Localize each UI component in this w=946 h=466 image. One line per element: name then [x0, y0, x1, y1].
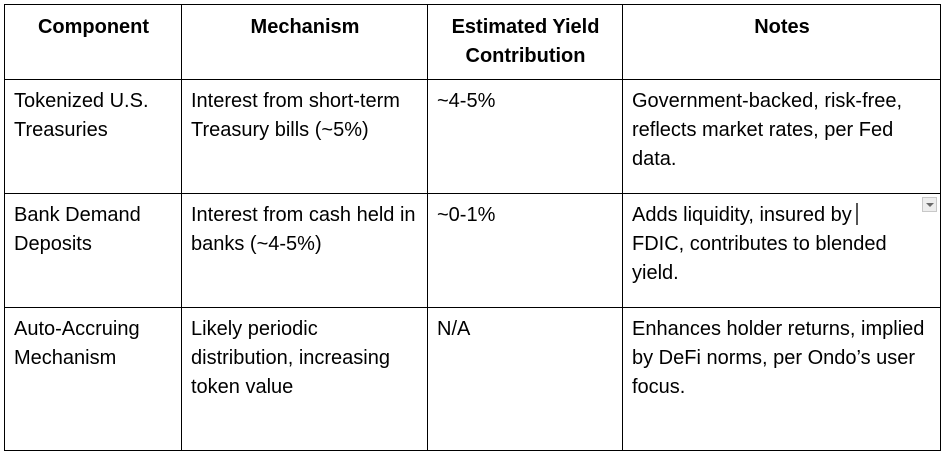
cell-component[interactable]: Tokenized U.S. Treasuries [4, 79, 182, 194]
table-header-row: Component Mechanism Estimated Yield Cont… [4, 4, 941, 80]
cell-mechanism[interactable]: Likely periodic distribution, increasing… [181, 307, 428, 451]
yield-components-table: Component Mechanism Estimated Yield Cont… [4, 4, 941, 451]
header-notes[interactable]: Notes [622, 4, 941, 80]
header-estimated-yield[interactable]: Estimated Yield Contribution [427, 4, 623, 80]
notes-text-line2: FDIC, contributes to blended yield. [632, 233, 887, 284]
cell-component[interactable]: Bank Demand Deposits [4, 193, 182, 308]
table-row: Auto-Accruing Mechanism Likely periodic … [4, 307, 941, 451]
cell-notes-active[interactable]: Adds liquidity, insured by FDIC, contrib… [622, 193, 941, 308]
cell-component[interactable]: Auto-Accruing Mechanism [4, 307, 182, 451]
dropdown-arrow-icon[interactable] [922, 197, 937, 212]
table-row: Tokenized U.S. Treasuries Interest from … [4, 79, 941, 194]
cell-notes[interactable]: Government-backed, risk-free, reflects m… [622, 79, 941, 194]
cell-mechanism[interactable]: Interest from cash held in banks (~4-5%) [181, 193, 428, 308]
notes-text-line1: Adds liquidity, insured by [632, 204, 852, 226]
cell-mechanism[interactable]: Interest from short-term Treasury bills … [181, 79, 428, 194]
header-mechanism[interactable]: Mechanism [181, 4, 428, 80]
cell-yield[interactable]: ~0-1% [427, 193, 623, 308]
text-cursor [855, 203, 858, 225]
header-component[interactable]: Component [4, 4, 182, 80]
cell-yield[interactable]: ~4-5% [427, 79, 623, 194]
table-row: Bank Demand Deposits Interest from cash … [4, 193, 941, 308]
cell-notes[interactable]: Enhances holder returns, implied by DeFi… [622, 307, 941, 451]
cell-yield[interactable]: N/A [427, 307, 623, 451]
